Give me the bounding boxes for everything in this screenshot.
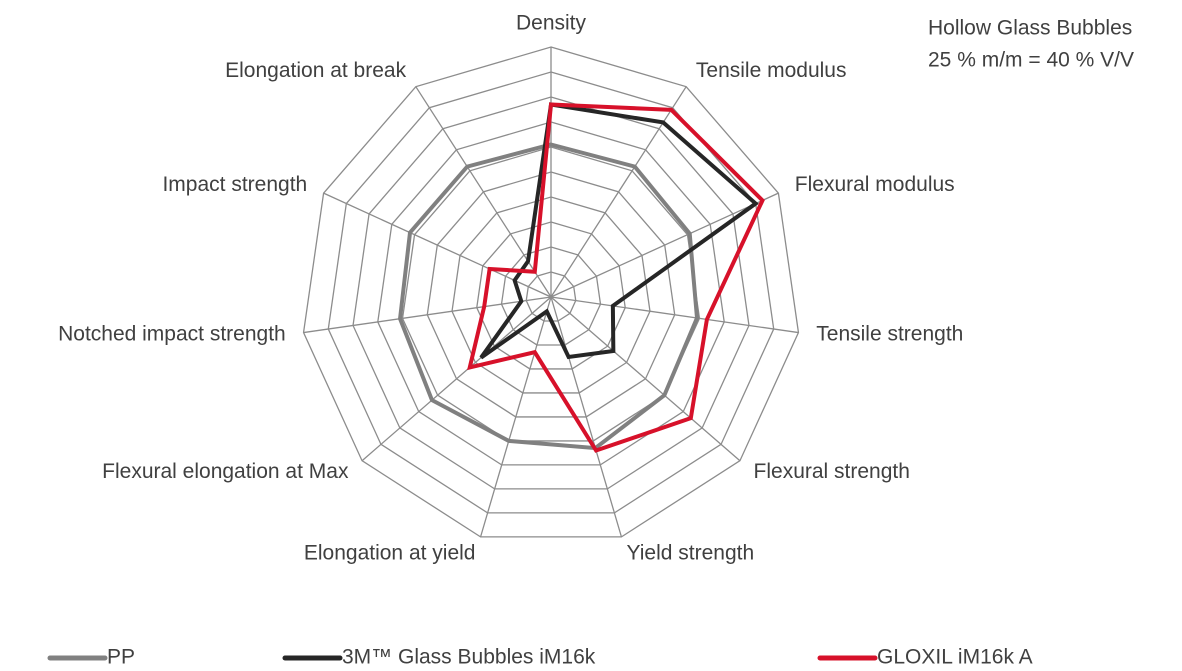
annotation: 25 % m/m = 40 % V/V xyxy=(928,49,1134,72)
axis-label: Elongation at break xyxy=(225,59,406,82)
axis-label: Flexural elongation at Max xyxy=(102,460,349,483)
grid-ring xyxy=(377,121,725,466)
annotation: Hollow Glass Bubbles xyxy=(928,17,1132,40)
legend-label: PP xyxy=(107,646,135,669)
axis-label: Density xyxy=(516,12,587,35)
legend-label: GLOXIL iM16k A xyxy=(877,646,1033,669)
axis-line xyxy=(303,296,552,334)
grid-ring xyxy=(352,96,750,490)
axis-line xyxy=(550,296,623,538)
axis-label: Elongation at yield xyxy=(304,542,476,565)
grid-ring xyxy=(302,46,800,538)
axis-label: Tensile strength xyxy=(816,323,963,346)
grid-ring xyxy=(476,221,626,370)
axis-label: Notched impact strength xyxy=(58,323,286,346)
grid-ring xyxy=(500,246,602,346)
axis-label: Flexural strength xyxy=(754,460,910,483)
axis-line xyxy=(479,296,552,538)
legend-label: 3M™ Glass Bubbles iM16k xyxy=(342,646,596,669)
axis-line xyxy=(550,296,799,334)
grid-ring xyxy=(401,146,701,442)
axis-label: Tensile modulus xyxy=(696,59,847,82)
series-line xyxy=(479,102,759,360)
series-line xyxy=(467,102,765,453)
series-line xyxy=(398,142,700,451)
axis-label: Yield strength xyxy=(627,542,755,565)
axis-line xyxy=(550,192,779,298)
grid-ring xyxy=(426,171,676,418)
axis-line xyxy=(361,296,552,462)
grid-ring xyxy=(451,196,651,394)
grid-ring xyxy=(327,71,775,514)
axis-label: Impact strength xyxy=(162,173,307,196)
axis-label: Flexural modulus xyxy=(795,173,955,196)
axis-line xyxy=(550,296,741,462)
